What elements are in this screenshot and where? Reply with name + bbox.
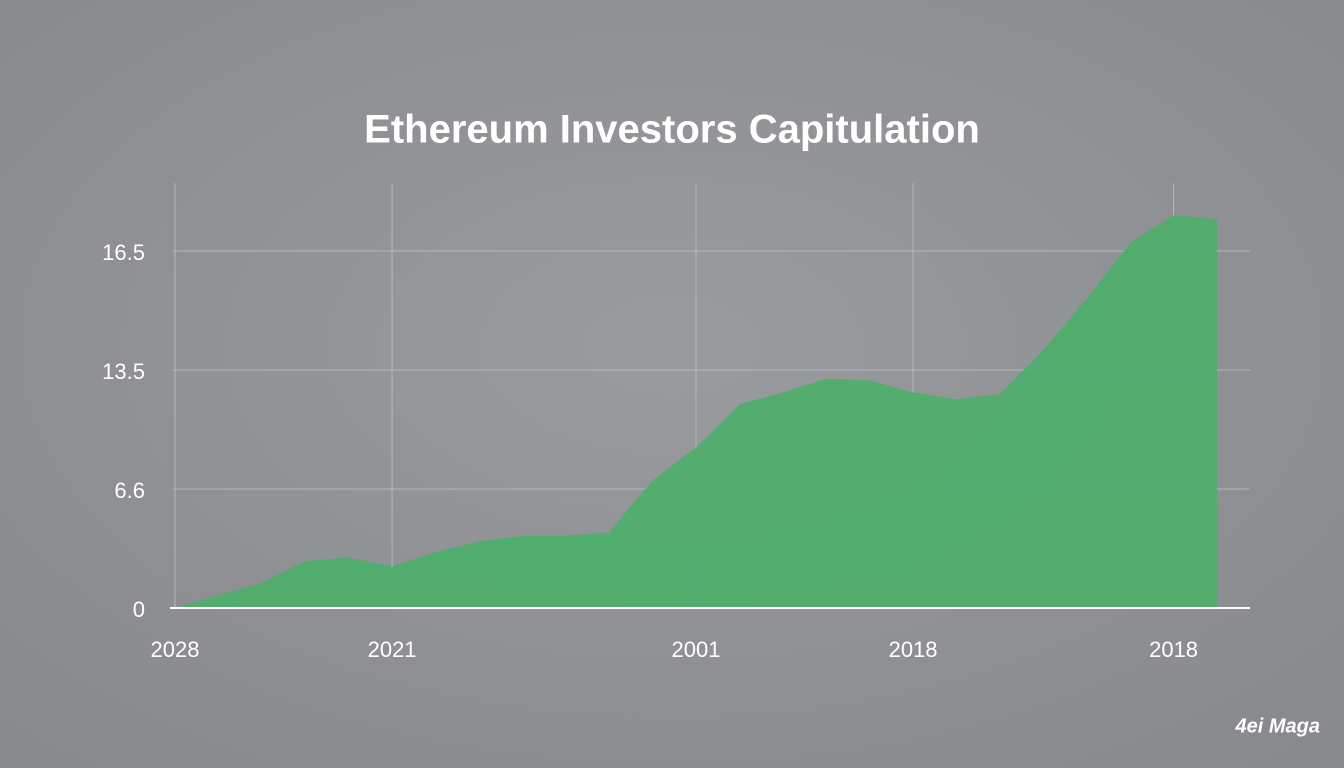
x-tick-label: 2018 — [1149, 637, 1198, 662]
x-tick-label: 2028 — [151, 637, 200, 662]
x-tick-label: 2018 — [889, 637, 938, 662]
area — [175, 215, 1217, 609]
x-tick-label: 2021 — [368, 637, 417, 662]
x-tick-label: 2001 — [672, 637, 721, 662]
y-tick-label: 16.5 — [102, 240, 145, 265]
y-tick-label: 0 — [133, 597, 145, 622]
chart-title: Ethereum Investors Capitulation — [364, 108, 980, 152]
watermark: 4ei Maga — [1235, 715, 1320, 737]
y-tick-label: 6.6 — [114, 478, 145, 503]
y-tick-label: 13.5 — [102, 359, 145, 384]
